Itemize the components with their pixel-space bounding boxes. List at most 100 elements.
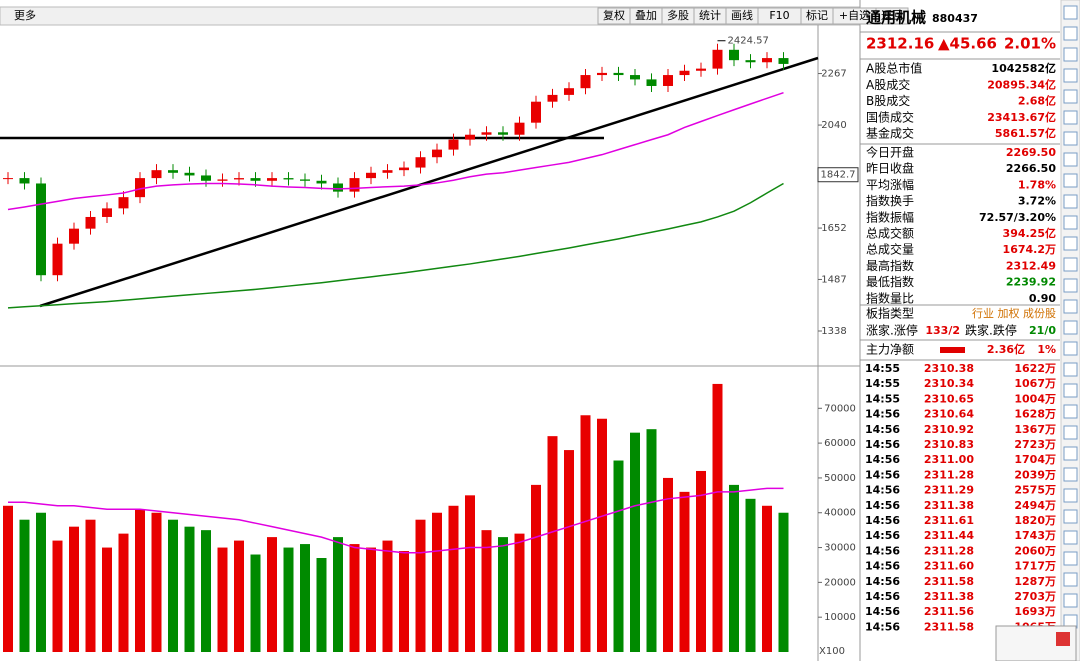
icon[interactable] [1063,404,1078,419]
icon[interactable] [1063,257,1078,272]
tick-price: 2311.58 [924,620,974,633]
volume-bar [52,540,63,652]
tick-time: 14:55 [865,377,900,390]
y-tick-label: 2040 [821,120,846,131]
tick-time: 14:56 [865,560,900,573]
stat-value: 5861.57亿 [995,126,1056,140]
tick-price: 2311.28 [924,544,974,557]
stat-value: 1.78% [1018,178,1056,191]
icon[interactable] [1063,89,1078,104]
volume-bar [745,498,756,652]
icon[interactable] [1063,362,1078,377]
updown: 133/2 [925,324,960,337]
icon[interactable] [1063,278,1078,293]
tick-price: 2311.38 [924,590,974,603]
toolbar-button-label: +自选 [839,9,870,22]
tick-price: 2311.00 [924,453,974,466]
volume-bar [778,512,789,652]
tick-price: 2310.38 [924,362,974,375]
volume-tick-label: 50000 [824,473,856,484]
toolbar-button-label: 复权 [603,8,625,22]
tick-volume: 1717万 [1014,560,1056,573]
icon[interactable] [1063,551,1078,566]
volume-tick-label: 40000 [824,508,856,519]
stat-value: 23413.67亿 [987,110,1056,124]
icon[interactable] [1063,110,1078,125]
icon[interactable] [1063,509,1078,524]
tick-time: 14:56 [865,544,900,557]
volume-bar [663,477,673,652]
icon[interactable] [1063,320,1078,335]
volume-bar [564,450,574,652]
type-links[interactable]: 行业 加权 成份股 [972,307,1056,320]
popup-close[interactable] [1056,632,1070,646]
volume-bar [85,519,96,652]
volume-bar [250,554,261,652]
toolbar-button-label: 叠加 [635,9,657,22]
volume-bar [729,484,739,652]
volume-bar [283,547,294,652]
volume-bar [234,540,244,652]
volume-bar [415,519,426,652]
icon[interactable] [1063,425,1078,440]
icon[interactable] [1063,68,1078,83]
icon[interactable] [1063,5,1078,20]
volume-tick-label: 30000 [824,543,856,554]
tick-time: 14:56 [865,408,900,421]
tick-volume: 2494万 [1014,499,1056,512]
toolbar-button[interactable] [875,7,909,25]
volume-bar [300,544,310,652]
more-button[interactable]: 更多 [14,8,36,22]
volume-tick-label: 60000 [824,438,856,449]
toolbar-button-label: 返回 [881,9,903,22]
icon[interactable] [1063,467,1078,482]
stat-value: 1042582亿 [991,61,1056,75]
stat-label: 基金成交 [866,126,914,141]
icon[interactable] [1063,152,1078,167]
tick-time: 14:56 [865,423,900,436]
main-pct: 1% [1037,343,1056,356]
tick-volume: 2060万 [1014,544,1056,557]
volume-bar [201,530,211,652]
trend-line [39,56,819,308]
icon[interactable] [1063,236,1078,251]
volume-bar [151,512,162,652]
stat-label: 总成交额 [866,226,914,241]
icon[interactable] [1063,488,1078,503]
icon[interactable] [1063,131,1078,146]
icon[interactable] [1063,383,1078,398]
tick-time: 14:55 [865,362,900,375]
icon[interactable] [1063,173,1078,188]
icon[interactable] [1063,593,1078,608]
volume-bar [696,470,706,652]
tick-time: 14:56 [865,484,900,497]
tick-volume: 2039万 [1014,468,1056,481]
icon[interactable] [1063,341,1078,356]
icon[interactable] [1063,572,1078,587]
stat-label: 最低指数 [866,274,914,289]
volume-tick-label: 70000 [824,403,856,414]
volume-bar [712,383,723,652]
stat-label: A股成交 [866,77,910,92]
icon[interactable] [1063,299,1078,314]
icon[interactable] [1063,215,1078,230]
tick-price: 2311.58 [924,575,974,588]
tick-volume: 1004万 [1014,392,1056,405]
tick-volume: 1067万 [1014,377,1056,390]
tick-volume: 1743万 [1014,529,1056,542]
stat-label: 指数换手 [866,193,914,208]
icon[interactable] [1063,446,1078,461]
icon[interactable] [1063,194,1078,209]
tick-volume: 1820万 [1014,514,1056,527]
icon[interactable] [1063,47,1078,62]
stat-value: 2.68亿 [1018,94,1056,108]
stock-code: 880437 [932,12,978,25]
icon[interactable] [1063,26,1078,41]
price: 2312.16 [866,35,934,53]
volume-bar [118,533,129,652]
volume-bar [267,537,277,652]
y-tick-label: 1652 [821,223,846,234]
icon[interactable] [1063,530,1078,545]
volume-bar [679,491,690,652]
